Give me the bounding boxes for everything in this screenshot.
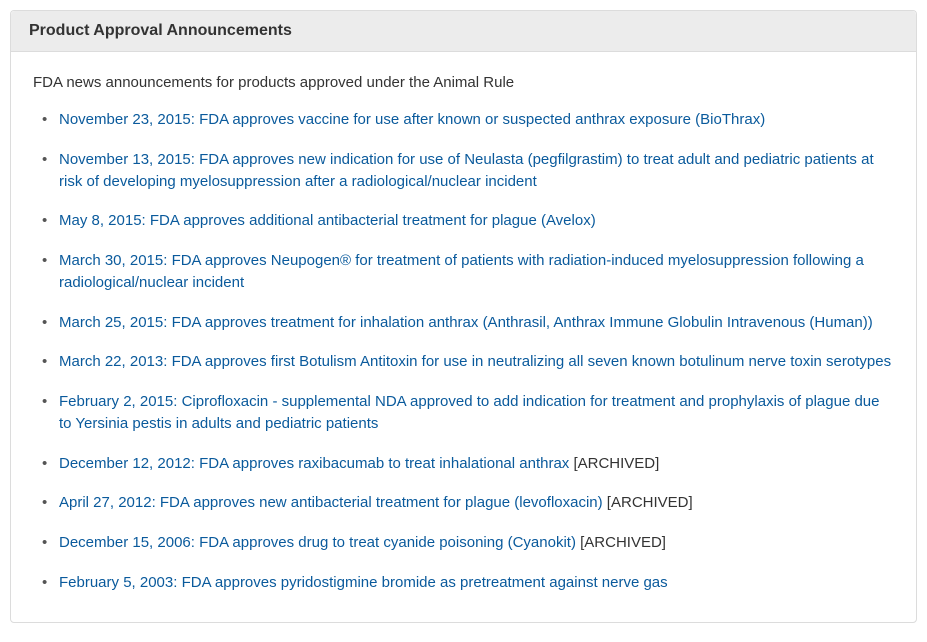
announcement-link[interactable]: December 12, 2012: FDA approves raxibacu…	[59, 455, 569, 472]
announcement-link[interactable]: November 13, 2015: FDA approves new indi…	[59, 151, 874, 190]
announcement-suffix: [ARCHIVED]	[576, 534, 666, 551]
announcement-link[interactable]: February 2, 2015: Ciprofloxacin - supple…	[59, 393, 880, 432]
announcement-link[interactable]: April 27, 2012: FDA approves new antibac…	[59, 494, 603, 511]
list-item: December 15, 2006: FDA approves drug to …	[39, 532, 894, 554]
list-item: March 22, 2013: FDA approves first Botul…	[39, 351, 894, 373]
announcement-link[interactable]: December 15, 2006: FDA approves drug to …	[59, 534, 576, 551]
panel-body: FDA news announcements for products appr…	[11, 52, 916, 622]
announcement-link[interactable]: February 5, 2003: FDA approves pyridosti…	[59, 574, 668, 591]
list-item: May 8, 2015: FDA approves additional ant…	[39, 210, 894, 232]
list-item: February 5, 2003: FDA approves pyridosti…	[39, 572, 894, 594]
announcement-link[interactable]: March 22, 2013: FDA approves first Botul…	[59, 353, 891, 370]
list-item: November 23, 2015: FDA approves vaccine …	[39, 109, 894, 131]
announcement-suffix: [ARCHIVED]	[603, 494, 693, 511]
list-item: November 13, 2015: FDA approves new indi…	[39, 149, 894, 193]
list-item: April 27, 2012: FDA approves new antibac…	[39, 492, 894, 514]
list-item: March 30, 2015: FDA approves Neupogen® f…	[39, 250, 894, 294]
list-item: December 12, 2012: FDA approves raxibacu…	[39, 453, 894, 475]
announcement-link[interactable]: November 23, 2015: FDA approves vaccine …	[59, 111, 765, 128]
announcement-suffix: [ARCHIVED]	[569, 455, 659, 472]
intro-text: FDA news announcements for products appr…	[33, 74, 894, 91]
list-item: March 25, 2015: FDA approves treatment f…	[39, 312, 894, 334]
announcement-link[interactable]: March 25, 2015: FDA approves treatment f…	[59, 314, 873, 331]
announcement-link[interactable]: March 30, 2015: FDA approves Neupogen® f…	[59, 252, 864, 291]
announcements-panel: Product Approval Announcements FDA news …	[10, 10, 917, 623]
announcement-list: November 23, 2015: FDA approves vaccine …	[33, 109, 894, 594]
list-item: February 2, 2015: Ciprofloxacin - supple…	[39, 391, 894, 435]
panel-title: Product Approval Announcements	[11, 11, 916, 52]
announcement-link[interactable]: May 8, 2015: FDA approves additional ant…	[59, 212, 596, 229]
